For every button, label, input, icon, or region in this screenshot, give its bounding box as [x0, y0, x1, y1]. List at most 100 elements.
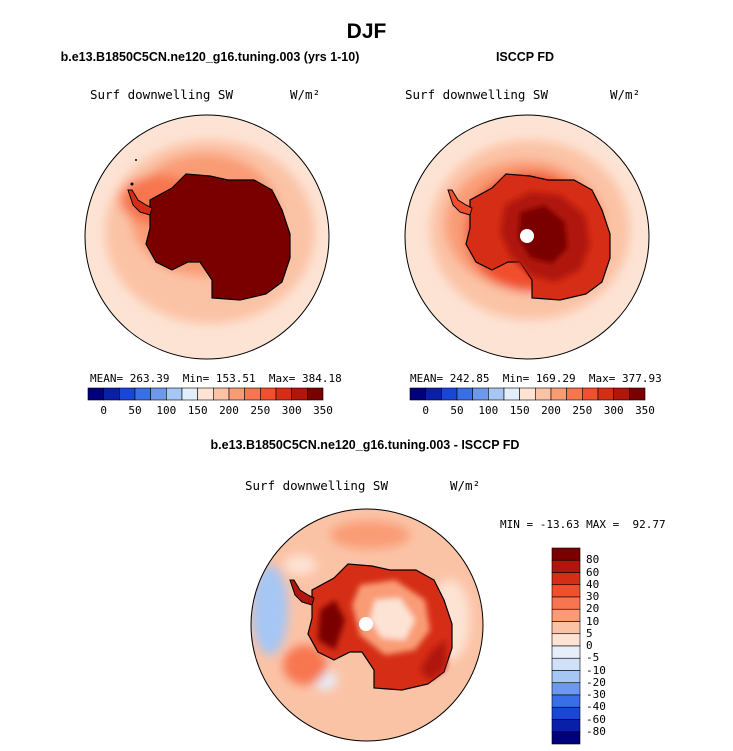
colorbar-swatch [260, 387, 277, 401]
colorbar-tick-label: 0 [422, 404, 429, 417]
map-model-peninsula [127, 189, 153, 216]
colorbar-tick-label: 80 [586, 553, 600, 567]
map-diff-low-nw [284, 555, 316, 575]
map-diff-pole-hole [359, 617, 373, 631]
colorbar-swatch [551, 706, 581, 720]
colorbar-swatch [551, 559, 581, 573]
colorbar-tick-label: 300 [281, 404, 302, 417]
colorbar-swatch [551, 547, 581, 561]
colorbar-swatch [551, 621, 581, 635]
colorbar-tick-label: 150 [509, 404, 530, 417]
colorbar-swatch [566, 387, 583, 401]
variable-label-diff: Surf downwelling SW [245, 478, 388, 493]
map-diff-interior-min [370, 598, 415, 640]
stat-min-value: 169.29 [535, 372, 576, 385]
colorbar-tick-label: 30 [586, 590, 600, 603]
map-diff-neg-west [252, 565, 288, 655]
panel-title-obs: ISCCP FD [495, 50, 555, 64]
colorbar-swatch [503, 387, 520, 401]
colorbar-tick-label: 20 [586, 602, 600, 616]
colorbar-tick-label: 50 [450, 404, 464, 417]
map-diff-band-sw [283, 645, 327, 685]
map-model-island [130, 182, 134, 186]
colorbar-tick-label: 250 [250, 404, 271, 417]
colorbar-swatch [213, 387, 230, 401]
colorbar-swatch [291, 387, 308, 401]
stat-mean-label: MEAN= [90, 372, 124, 385]
colorbar-swatch [87, 387, 104, 401]
colorbar-tick-label: -40 [586, 700, 606, 714]
map-model [85, 115, 329, 359]
colorbar-swatch [613, 387, 630, 401]
colorbar-swatch [551, 731, 581, 745]
stat-min-label: Min= [502, 372, 530, 385]
stat-max-label: Max= [588, 372, 616, 385]
colorbar-swatch [166, 387, 183, 401]
colorbar-swatch [197, 387, 214, 401]
colorbar-swatch [456, 387, 473, 401]
colorbar-swatch [228, 387, 245, 401]
diff-stats: MIN = -13.63 MAX = 92.77 [500, 518, 666, 531]
colorbar-swatch [551, 670, 581, 684]
colorbar-swatch [244, 387, 261, 401]
map-model-island [135, 159, 137, 161]
map-obs [405, 115, 649, 359]
map-model-border [84, 114, 330, 360]
stat-min-value: 153.51 [215, 372, 256, 385]
stat-mean-value: 242.85 [449, 372, 490, 385]
stat-max-label: Max= [268, 372, 296, 385]
stat-max-value: 377.93 [622, 372, 662, 385]
colorbar-tick-label: 100 [478, 404, 499, 417]
stats-obs: MEAN= 242.85 Min= 169.29 Max= 377.93 [410, 372, 662, 385]
stat-min-label: Min= [182, 372, 210, 385]
colorbar-swatch [629, 387, 646, 401]
colorbar-swatch [181, 387, 198, 401]
map-diff-peninsula [289, 579, 315, 606]
colorbar-tick-label: 150 [187, 404, 208, 417]
colorbar-swatch [119, 387, 136, 401]
colorbar-tick-label: 200 [541, 404, 561, 417]
variable-label-obs: Surf downwelling SW [405, 87, 548, 102]
colorbar-swatch [551, 682, 581, 696]
colorbar-swatch [551, 694, 581, 708]
colorbar-swatch [134, 387, 151, 401]
map-model-continent [145, 173, 291, 301]
stat-mean-label: MEAN= [410, 372, 444, 385]
colorbar-swatch [275, 387, 292, 401]
map-obs-interior-max [518, 205, 568, 264]
colorbar-tick-label: 10 [586, 614, 600, 628]
panel-title-model: b.e13.B1850C5CN.ne120_g16.tuning.003 (yr… [60, 50, 360, 64]
units-label-obs: W/m² [610, 87, 641, 102]
colorbar-swatch [425, 387, 442, 401]
colorbar-tick-label: 200 [219, 404, 239, 417]
map-diff [251, 509, 483, 741]
colorbar-swatch [519, 387, 536, 401]
colorbar-tick-label: -80 [586, 724, 606, 738]
map-obs-peninsula [447, 189, 473, 216]
colorbar-swatch [551, 572, 581, 586]
colorbar-tick-label: 350 [313, 404, 333, 417]
page-title: DJF [346, 20, 387, 43]
colorbar-swatch [150, 387, 167, 401]
colorbar-swatch [551, 633, 581, 647]
colorbar-tick-label: -30 [586, 688, 606, 701]
colorbar-swatch [551, 608, 581, 622]
colorbar-tick-label: -5 [586, 651, 600, 665]
colorbar-tick-label: 0 [100, 404, 107, 417]
map-diff-border [250, 508, 484, 742]
colorbar-swatch [551, 657, 581, 671]
colorbar-tick-label: 300 [603, 404, 624, 417]
stats-model: MEAN= 263.39 Min= 153.51 Max= 384.18 [90, 372, 342, 385]
colorbar-swatch [550, 387, 567, 401]
colorbar-swatch [551, 645, 581, 659]
colorbar-swatch [409, 387, 426, 401]
colorbar-swatch [551, 719, 581, 733]
colorbar-swatch [441, 387, 458, 401]
colorbar-tick-label: 250 [572, 404, 593, 417]
colorbar-swatch [535, 387, 552, 401]
units-label-diff: W/m² [450, 478, 481, 493]
colorbar-swatch [597, 387, 614, 401]
colorbar-swatch [307, 387, 324, 401]
colorbar-tick-label: -20 [586, 675, 606, 689]
